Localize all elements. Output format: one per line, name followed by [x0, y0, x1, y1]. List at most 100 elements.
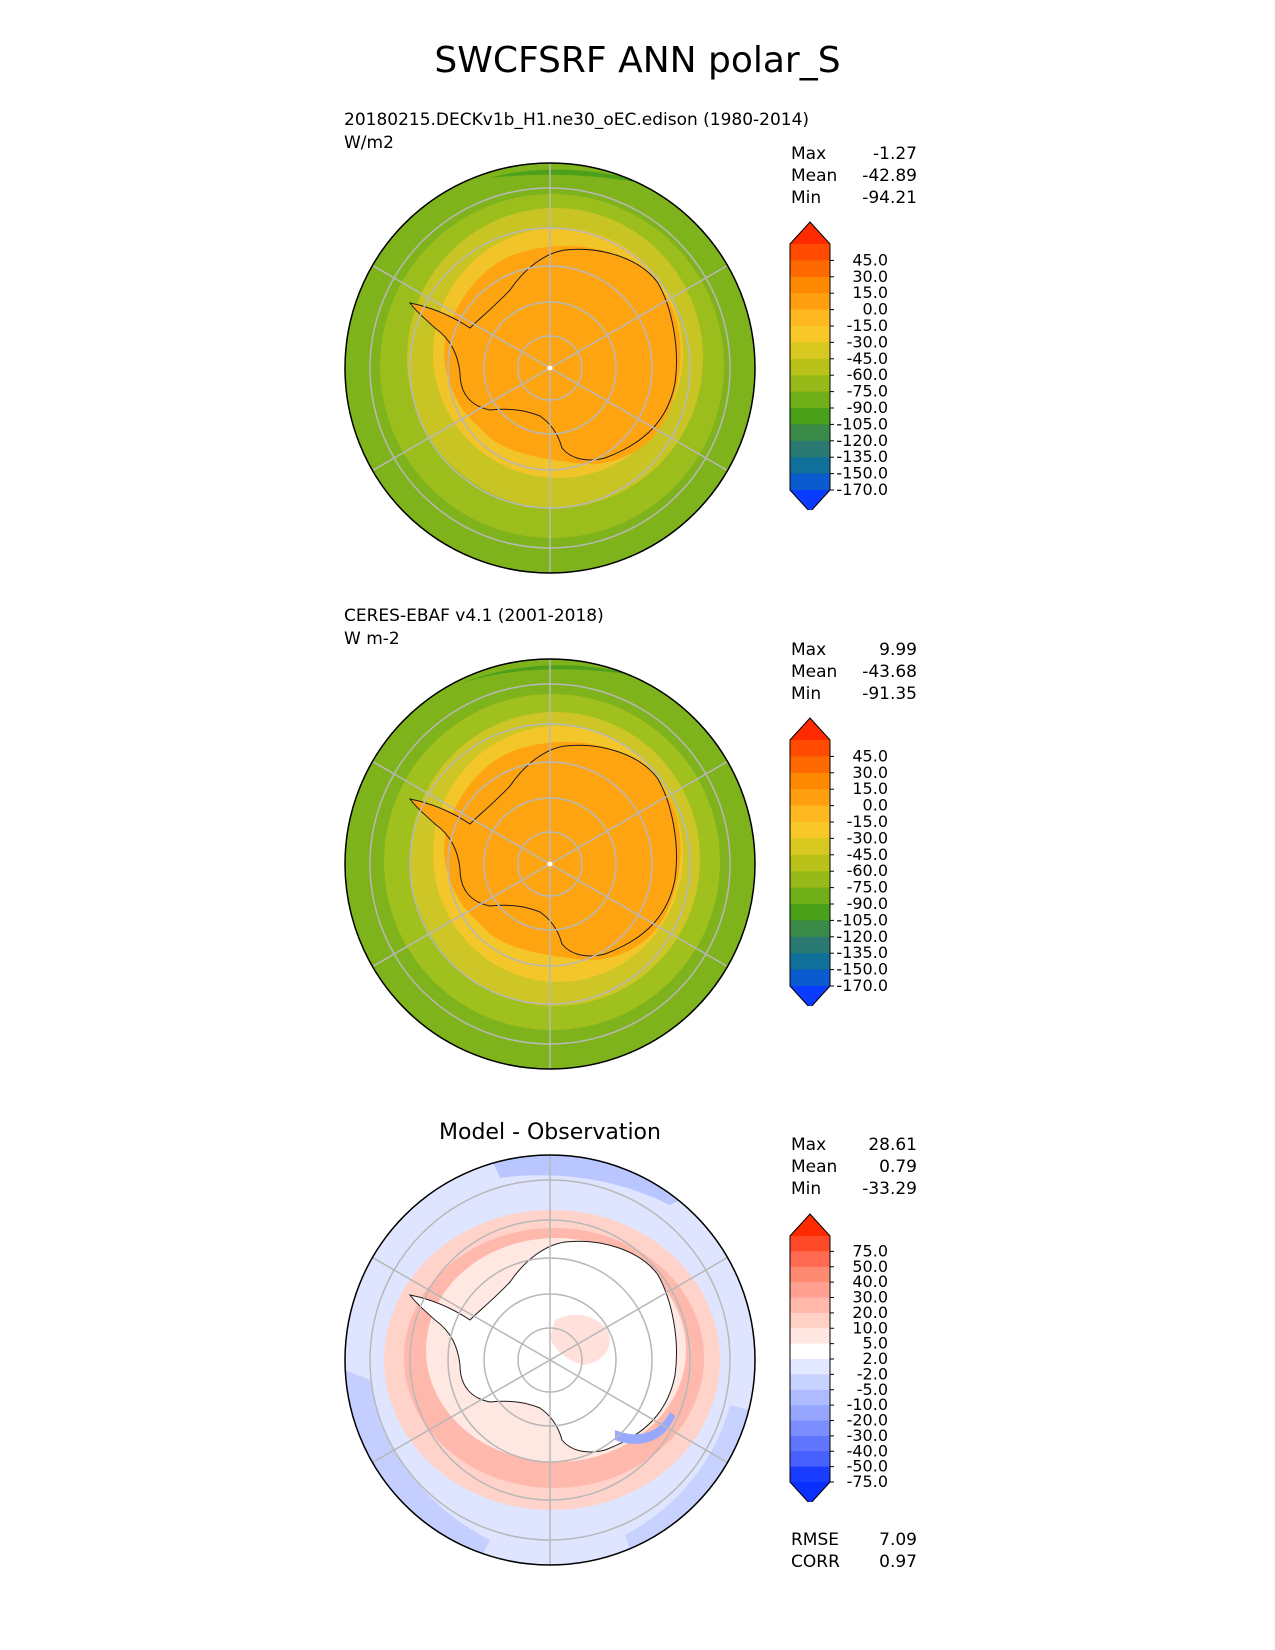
pole-marker — [547, 365, 553, 371]
colorbar-tick-label: -5.0 — [857, 1380, 888, 1399]
colorbar-extend-min — [790, 1482, 830, 1502]
panel-3-extra-stats: RMSE 7.09 CORR 0.97 — [791, 1529, 917, 1573]
colorbar-segment — [790, 1266, 830, 1283]
dark-green-patch — [460, 665, 660, 684]
stat-label: Max — [791, 144, 827, 164]
colorbar-tick-label: 30.0 — [852, 1288, 888, 1307]
colorbar-segment — [790, 440, 830, 458]
map-boundary — [344, 162, 756, 574]
colorbar-segment — [790, 473, 830, 491]
colorbar-segment — [790, 854, 830, 872]
colorbar-tick-label: -120.0 — [836, 431, 888, 450]
colorbar-tick-label: -30.0 — [847, 332, 888, 351]
colorbar-segment — [790, 1389, 830, 1406]
colorbar-tick-label: -75.0 — [847, 382, 888, 401]
stat-label: Mean — [791, 1157, 838, 1177]
coastal-negative-patch — [615, 1412, 675, 1444]
colorbar-segment — [790, 1297, 830, 1314]
panel-3-polar-map — [344, 1154, 756, 1566]
colorbar-segment — [790, 805, 830, 823]
colorbar-segment — [790, 1420, 830, 1437]
stat-value: 28.61 — [868, 1135, 917, 1155]
colorbar-tick-label: 30.0 — [852, 267, 888, 286]
colorbar-tick-label: -90.0 — [847, 894, 888, 913]
stat-label: Mean — [791, 166, 838, 186]
stat-label: Mean — [791, 662, 838, 682]
stat-label: Max — [791, 640, 827, 660]
colorbar-tick-label: -2.0 — [857, 1364, 888, 1383]
colorbar-tick-label: -45.0 — [847, 845, 888, 864]
colorbar-extend-min — [790, 490, 830, 510]
colorbar-segment — [790, 904, 830, 921]
colorbar-segment — [790, 293, 830, 311]
antarctica-coastline — [408, 1240, 677, 1453]
colorbar-tick-label: -20.0 — [847, 1411, 888, 1430]
colorbar-tick-label: -75.0 — [847, 1472, 888, 1491]
stat-label: Max — [791, 1135, 827, 1155]
colorbar-tick-label: 0.0 — [863, 300, 888, 319]
panel-2-colorbar: 45.030.015.00.0-15.0-30.0-45.0-60.0-75.0… — [789, 717, 888, 1006]
colorbar-tick-label: 15.0 — [852, 283, 888, 302]
graticule — [369, 659, 731, 1069]
colorbar-segment — [790, 756, 830, 774]
map-boundary — [344, 1154, 756, 1566]
colorbar-segment — [790, 326, 830, 343]
panel-2-stats: Max 9.99 Mean -43.68 Min -91.35 — [791, 639, 917, 705]
colorbar-tick-label: -10.0 — [847, 1395, 888, 1414]
colorbar-tick-label: -120.0 — [836, 927, 888, 946]
colorbar-segment — [790, 1236, 830, 1252]
colorbar-tick-label: 45.0 — [852, 250, 888, 269]
colorbar-segment — [790, 1405, 830, 1421]
colorbar-tick-label: 5.0 — [863, 1334, 888, 1353]
colorbar-segment — [790, 391, 830, 409]
panel-2-title: CERES-EBAF v4.1 (2001-2018) W m-2 — [344, 605, 604, 651]
figure-title: SWCFSRF ANN polar_S — [434, 40, 841, 81]
panel-1-colorbar: 45.030.015.00.0-15.0-30.0-45.0-60.0-75.0… — [789, 221, 888, 510]
colorbar-segment — [790, 1359, 830, 1375]
negative-patch — [490, 1155, 690, 1205]
panel-3-title: Model - Observation — [439, 1120, 661, 1145]
colorbar-segment — [790, 969, 830, 987]
panel-1-polar-map — [344, 162, 756, 574]
panel-1-title-line-1: 20180215.DECKv1b_H1.ne30_oEC.edison (198… — [344, 110, 810, 130]
colorbar-tick-label: -60.0 — [847, 861, 888, 880]
colorbar-tick-label: -150.0 — [836, 464, 888, 483]
colorbar-segment — [790, 342, 830, 360]
colorbar-tick-label: 30.0 — [852, 763, 888, 782]
panel-1-stats: Max -1.27 Mean -42.89 Min -94.21 — [791, 143, 917, 209]
colorbar-tick-label: -30.0 — [847, 1426, 888, 1445]
colorbar-tick-label: -170.0 — [836, 480, 888, 499]
stat-value: -94.21 — [862, 188, 917, 208]
colorbar-tick-label: 0.0 — [863, 796, 888, 815]
panel-1-units: W/m2 — [344, 133, 394, 153]
colorbar-segment — [790, 1451, 830, 1468]
colorbar-tick-label: 20.0 — [852, 1303, 888, 1322]
colorbar-tick-label: -75.0 — [847, 878, 888, 897]
map-boundary — [344, 658, 756, 1070]
colorbar-segment — [790, 1312, 830, 1329]
colorbar-segment — [790, 1343, 830, 1360]
colorbar-tick-label: 75.0 — [852, 1241, 888, 1260]
colorbar-tick-label: -135.0 — [836, 447, 888, 466]
colorbar-extend-max — [790, 1214, 830, 1236]
colorbar-tick-label: 10.0 — [852, 1318, 888, 1337]
colorbar-segment — [790, 772, 830, 790]
colorbar-segment — [790, 424, 830, 442]
panel-3-stats: Max 28.61 Mean 0.79 Min -33.29 — [791, 1134, 917, 1200]
colorbar-segment — [790, 1374, 830, 1391]
colorbar-segment — [790, 309, 830, 327]
colorbar-tick-label: -135.0 — [836, 943, 888, 962]
colorbar-tick-label: -105.0 — [836, 910, 888, 929]
stat-label: RMSE — [791, 1530, 840, 1550]
colorbar-segment — [790, 1328, 830, 1345]
colorbar-segment — [790, 375, 830, 393]
antarctica-coastline — [408, 744, 677, 957]
stat-value: -43.68 — [862, 662, 917, 682]
pole-marker — [547, 861, 553, 867]
colorbar-extend-min — [790, 986, 830, 1006]
colorbar-extend-max — [790, 222, 830, 244]
colorbar-segment — [790, 1251, 830, 1268]
stat-value: -33.29 — [862, 1179, 917, 1199]
colorbar-segment — [790, 358, 830, 376]
colorbar-segment — [790, 276, 830, 294]
